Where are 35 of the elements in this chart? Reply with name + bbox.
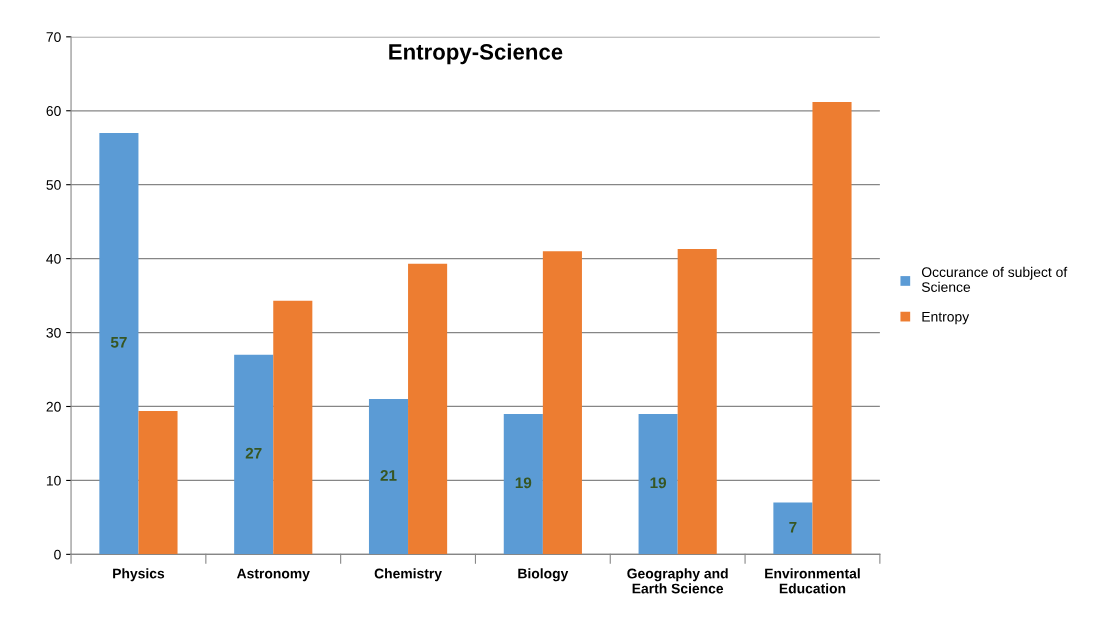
bar	[638, 413, 678, 555]
data-label: 27	[245, 447, 262, 459]
legend-label: Entropy	[922, 311, 970, 325]
bar	[99, 132, 139, 555]
x-tick-label: Chemistry	[374, 568, 442, 582]
y-tick-label: 0	[54, 549, 61, 560]
bar	[138, 410, 178, 555]
data-label: 7	[789, 521, 797, 533]
y-tick-label: 60	[46, 106, 61, 116]
legend-label: Occurance of subject of Science	[921, 266, 1068, 292]
data-label: 21	[380, 470, 397, 481]
data-label: 57	[110, 337, 127, 348]
bar	[542, 251, 582, 555]
data-label: 19	[650, 477, 667, 489]
y-tick-label: 10	[46, 475, 61, 486]
y-tick-label: 40	[46, 253, 61, 264]
bar	[773, 502, 813, 555]
bar	[234, 354, 274, 555]
x-tick-label: Biology	[518, 568, 569, 582]
bar	[273, 300, 313, 555]
x-tick-label: Geography and Earth Science	[627, 568, 728, 594]
x-tick-label: Physics	[113, 568, 165, 582]
y-tick-label: 70	[46, 32, 61, 42]
y-tick-label: 20	[46, 401, 61, 412]
bar	[503, 413, 543, 555]
bar	[408, 263, 448, 555]
y-tick-label: 50	[46, 180, 61, 190]
x-tick-label: Astronomy	[236, 568, 310, 582]
x-tick-label: Environmental Education	[765, 568, 860, 594]
y-tick-label: 30	[46, 327, 61, 338]
chart-title: Entropy-Science	[389, 43, 563, 65]
bar	[812, 101, 852, 555]
bar	[368, 399, 409, 555]
bar	[677, 249, 717, 555]
data-label: 19	[515, 477, 532, 489]
